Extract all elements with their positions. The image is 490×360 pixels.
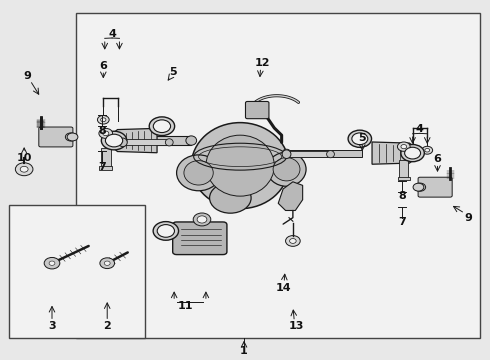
Text: 12: 12: [254, 58, 270, 68]
Text: 6: 6: [434, 154, 441, 164]
Text: 13: 13: [289, 321, 304, 331]
Ellipse shape: [273, 158, 300, 181]
Text: 11: 11: [178, 301, 193, 311]
Bar: [99, 166, 112, 170]
Text: 8: 8: [98, 126, 106, 135]
Ellipse shape: [267, 152, 306, 186]
Ellipse shape: [119, 138, 127, 147]
Circle shape: [49, 261, 55, 265]
Ellipse shape: [191, 123, 289, 209]
Circle shape: [422, 146, 433, 154]
Circle shape: [197, 216, 207, 223]
Circle shape: [105, 134, 122, 147]
Circle shape: [20, 166, 28, 172]
Text: 7: 7: [98, 162, 106, 172]
Circle shape: [153, 120, 171, 132]
Text: 10: 10: [17, 153, 32, 163]
Circle shape: [104, 261, 110, 265]
Circle shape: [425, 148, 430, 152]
FancyBboxPatch shape: [39, 127, 73, 147]
Ellipse shape: [206, 135, 274, 196]
Ellipse shape: [176, 155, 220, 191]
Circle shape: [67, 133, 78, 141]
Circle shape: [153, 222, 178, 240]
Text: 7: 7: [398, 217, 406, 227]
Circle shape: [290, 239, 296, 243]
Circle shape: [348, 130, 371, 147]
Circle shape: [401, 145, 407, 149]
Ellipse shape: [210, 183, 251, 213]
Text: 3: 3: [48, 321, 56, 331]
Text: 1: 1: [240, 346, 248, 356]
Circle shape: [415, 183, 426, 191]
FancyBboxPatch shape: [418, 177, 452, 197]
Bar: [113, 136, 191, 145]
Bar: [9, 205, 145, 338]
Bar: [287, 151, 331, 157]
Text: 6: 6: [99, 61, 107, 71]
Circle shape: [15, 163, 33, 176]
Circle shape: [99, 129, 113, 138]
Circle shape: [101, 131, 127, 150]
Ellipse shape: [282, 149, 291, 157]
Polygon shape: [113, 129, 157, 153]
Circle shape: [352, 133, 368, 145]
FancyBboxPatch shape: [245, 102, 269, 119]
Circle shape: [149, 117, 174, 135]
Text: 5: 5: [359, 133, 366, 143]
Circle shape: [44, 257, 60, 269]
Text: 14: 14: [275, 283, 291, 293]
Text: 9: 9: [465, 213, 473, 222]
Circle shape: [100, 258, 115, 269]
Text: 4: 4: [108, 29, 116, 39]
Bar: [287, 149, 362, 157]
Bar: [399, 160, 408, 178]
Circle shape: [98, 116, 109, 124]
Text: 5: 5: [170, 67, 177, 77]
Circle shape: [100, 118, 106, 122]
Text: 4: 4: [416, 124, 424, 134]
Circle shape: [405, 147, 420, 159]
Text: 2: 2: [103, 321, 111, 331]
Bar: [76, 13, 480, 338]
Polygon shape: [372, 142, 414, 164]
FancyBboxPatch shape: [172, 222, 227, 255]
Text: 8: 8: [398, 191, 406, 201]
Bar: [398, 177, 410, 180]
Bar: [123, 139, 169, 145]
Circle shape: [397, 142, 410, 151]
Circle shape: [65, 133, 76, 141]
Circle shape: [413, 183, 424, 191]
Ellipse shape: [282, 150, 291, 158]
Polygon shape: [278, 182, 303, 211]
Circle shape: [103, 131, 109, 136]
Bar: [101, 148, 111, 167]
Text: 9: 9: [24, 71, 31, 81]
Circle shape: [286, 235, 300, 246]
Ellipse shape: [165, 139, 173, 146]
Ellipse shape: [186, 136, 196, 145]
Ellipse shape: [327, 150, 334, 158]
Circle shape: [401, 144, 424, 162]
Ellipse shape: [184, 161, 213, 185]
Circle shape: [157, 225, 174, 237]
Circle shape: [193, 213, 211, 226]
